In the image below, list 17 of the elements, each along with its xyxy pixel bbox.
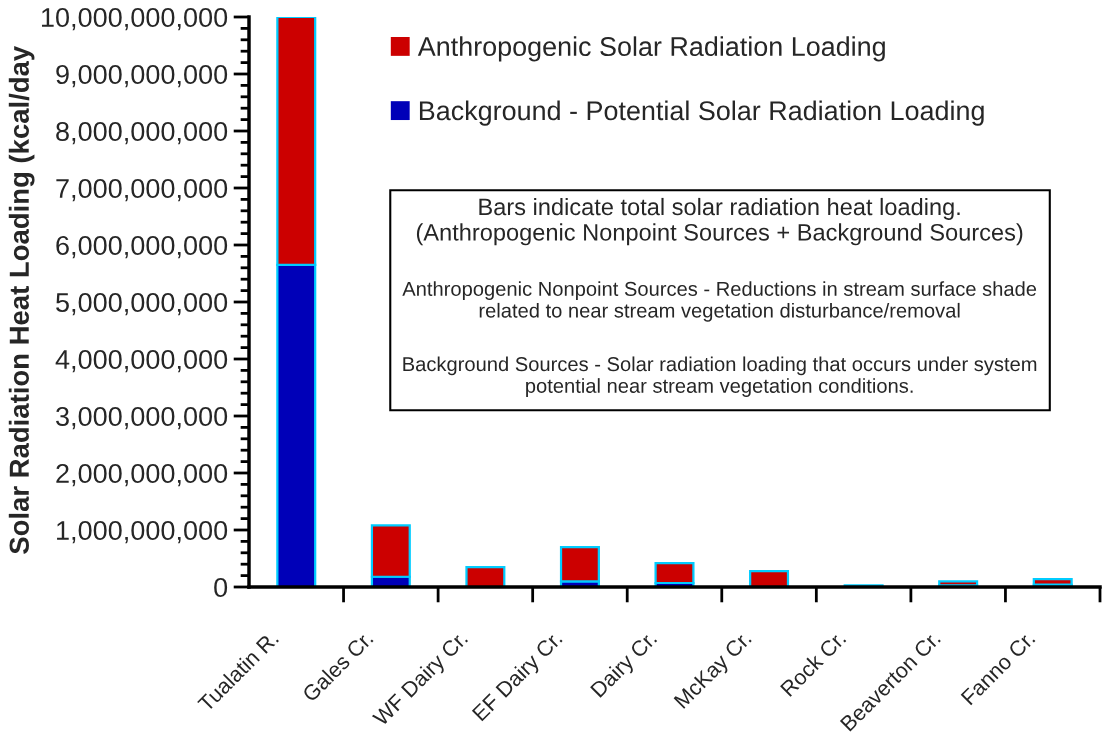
y-tick-label: 3,000,000,000 bbox=[56, 406, 228, 430]
y-tick-label: 5,000,000,000 bbox=[56, 292, 228, 316]
y-axis-title: Solar Radiation Heat Loading (kcal/day bbox=[8, 45, 35, 554]
y-tick-label: 9,000,000,000 bbox=[56, 64, 228, 88]
legend-label: Background - Potential Solar Radiation Loading bbox=[419, 100, 984, 126]
y-tick-label: 10,000,000,000 bbox=[41, 7, 228, 31]
legend-label: Anthropogenic Solar Radiation Loading bbox=[417, 36, 885, 62]
y-tick-label: 2,000,000,000 bbox=[56, 463, 228, 487]
y-tick-label: 8,000,000,000 bbox=[56, 121, 228, 145]
y-tick-label: 0 bbox=[214, 577, 228, 598]
annotation: Anthropogenic Nonpoint Sources - Reductions in stream surface shade related to near stream vegetation disturbance/removal bbox=[402, 281, 1037, 322]
y-tick-label: 7,000,000,000 bbox=[56, 178, 228, 202]
y-tick-label: 1,000,000,000 bbox=[57, 520, 228, 544]
annotation: Background Sources - Solar radiation loading that occurs under system potential near stream vegetation conditions. bbox=[403, 356, 1037, 397]
annotation: Bars indicate total solar radiation heat loading. (Anthropogenic Nonpoint Sources + Background Sources) bbox=[416, 197, 1023, 246]
y-tick-label: 6,000,000,000 bbox=[56, 235, 228, 259]
y-tick-label: 4,000,000,000 bbox=[55, 349, 228, 373]
